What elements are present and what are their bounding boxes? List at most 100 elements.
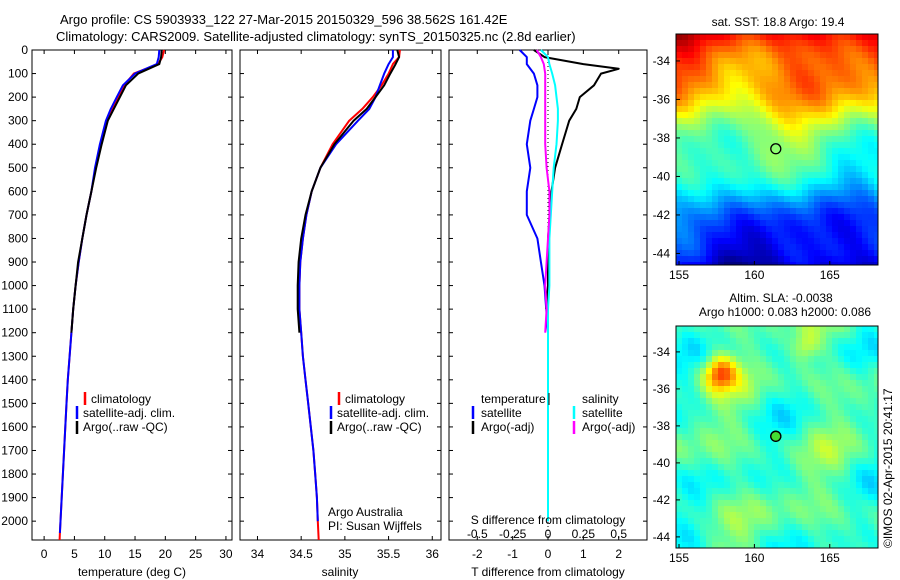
map-cell — [808, 88, 814, 94]
legend-header-salinity: salinity — [582, 392, 619, 406]
map-cell — [874, 386, 878, 392]
map-cell — [832, 446, 838, 452]
map-cell — [748, 338, 754, 344]
map-cell — [826, 226, 832, 232]
map-cell — [820, 106, 826, 112]
map-cell — [796, 220, 802, 226]
map-cell — [730, 196, 736, 202]
map-cell — [694, 332, 700, 338]
map-cell — [718, 512, 724, 518]
map-cell — [706, 404, 712, 410]
map-cell — [736, 94, 742, 100]
map-cell — [688, 356, 694, 362]
map-cell — [694, 76, 700, 82]
map-cell — [706, 148, 712, 154]
x-tick-label: 35.5 — [377, 547, 401, 561]
map-cell — [772, 362, 778, 368]
map-cell — [778, 250, 784, 256]
map-cell — [718, 238, 724, 244]
map-cell — [790, 488, 796, 494]
map-cell — [676, 214, 682, 220]
map-cell — [802, 172, 808, 178]
map-cell — [784, 482, 790, 488]
map-cell — [754, 118, 760, 124]
map-cell — [796, 34, 802, 40]
map-cell — [694, 88, 700, 94]
map-cell — [838, 350, 844, 356]
x-tick-label: 25 — [189, 547, 203, 561]
map-cell — [874, 166, 878, 172]
map-cell — [742, 476, 748, 482]
map-cell — [814, 184, 820, 190]
map-cell — [802, 88, 808, 94]
map-cell — [856, 112, 862, 118]
map-cell — [748, 476, 754, 482]
map-cell — [862, 500, 868, 506]
map-cell — [712, 262, 718, 265]
map-cell — [682, 76, 688, 82]
map-cell — [838, 398, 844, 404]
map-cell — [724, 136, 730, 142]
map-cell — [730, 106, 736, 112]
map-cell — [748, 136, 754, 142]
map-cell — [700, 34, 706, 40]
map-cell — [856, 500, 862, 506]
map-cell — [856, 344, 862, 350]
map-cell — [706, 524, 712, 530]
map-cell — [706, 202, 712, 208]
map-cell — [676, 52, 682, 58]
map-cell — [838, 524, 844, 530]
map-cell — [688, 112, 694, 118]
map-cell — [826, 214, 832, 220]
map-cell — [802, 362, 808, 368]
map-cell — [862, 518, 868, 524]
map-cell — [742, 76, 748, 82]
legend-label-s-argo: Argo(-adj) — [582, 420, 635, 434]
map-cell — [712, 368, 718, 374]
map-cell — [820, 142, 826, 148]
map-cell — [784, 410, 790, 416]
map-cell — [742, 380, 748, 386]
map-cell — [712, 232, 718, 238]
map-cell — [724, 52, 730, 58]
map-cell — [844, 398, 850, 404]
map-cell — [826, 76, 832, 82]
map-cell — [772, 214, 778, 220]
map-cell — [826, 190, 832, 196]
map-cell — [802, 440, 808, 446]
depth-tick-label: 1300 — [1, 349, 28, 363]
map-cell — [784, 392, 790, 398]
map-cell — [868, 40, 874, 46]
map-cell — [802, 344, 808, 350]
map-cell — [694, 106, 700, 112]
map-cell — [856, 148, 862, 154]
map-cell — [676, 148, 682, 154]
map-cell — [742, 94, 748, 100]
map-cell — [730, 452, 736, 458]
x-tick-label: 34.5 — [289, 547, 313, 561]
map-cell — [700, 154, 706, 160]
map-cell — [808, 46, 814, 52]
map-cell — [772, 88, 778, 94]
map-cell — [844, 160, 850, 166]
map-cell — [754, 440, 760, 446]
map-cell — [700, 100, 706, 106]
s-diff-tick-label: 0 — [545, 527, 552, 541]
map-cell — [820, 190, 826, 196]
map-cell — [826, 160, 832, 166]
map-cell — [874, 226, 878, 232]
map-cell — [676, 136, 682, 142]
map-cell — [832, 154, 838, 160]
map-cell — [760, 410, 766, 416]
map-cell — [844, 46, 850, 52]
map-cell — [676, 64, 682, 70]
map-cell — [862, 202, 868, 208]
argo-float-marker — [770, 143, 782, 155]
map-cell — [706, 190, 712, 196]
map-cell — [832, 250, 838, 256]
map-cell — [706, 374, 712, 380]
map-cell — [688, 398, 694, 404]
map-cell — [838, 344, 844, 350]
map-cell — [772, 344, 778, 350]
map-cell — [706, 226, 712, 232]
